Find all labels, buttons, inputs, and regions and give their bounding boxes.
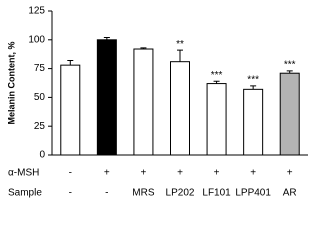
- row-cell: +: [104, 168, 110, 179]
- row-cell: +: [250, 168, 256, 179]
- error-bar: [103, 36, 110, 40]
- bar: [170, 61, 190, 156]
- bar: [60, 64, 81, 156]
- y-tick-label: 100: [28, 34, 45, 45]
- error-bar: [177, 49, 183, 62]
- bar: [133, 48, 154, 156]
- error-bar: [286, 70, 293, 74]
- bar: [206, 83, 227, 156]
- y-tick-label: 25: [34, 121, 46, 132]
- row-cell: +: [287, 168, 293, 179]
- y-tick-label: 75: [34, 63, 46, 74]
- error-bar: [213, 80, 220, 84]
- row-cell: +: [214, 168, 220, 179]
- significance-label: ***: [284, 60, 296, 71]
- row-cell: MRS: [132, 188, 155, 199]
- row-label: Sample: [8, 188, 42, 199]
- row-cell: -: [105, 188, 108, 199]
- significance-label: ***: [247, 75, 259, 86]
- row-cell: +: [141, 168, 147, 179]
- y-axis-label: Melanin Content, %: [6, 42, 16, 125]
- page: {"chart_data": {"type": "bar", "y_label"…: [6, 5, 308, 199]
- bar: [96, 39, 117, 156]
- row-label: α-MSH: [8, 168, 39, 179]
- y-tick-label: 50: [34, 92, 46, 103]
- bar: [243, 88, 264, 156]
- significance-label: **: [176, 39, 184, 50]
- y-tick-label: 125: [28, 6, 45, 17]
- error-bar: [140, 47, 147, 50]
- significance-label: ***: [211, 70, 223, 81]
- error-bar: [250, 85, 257, 90]
- row-cell: LPP401: [235, 188, 271, 199]
- bar: [279, 72, 300, 156]
- row-cell: +: [177, 168, 183, 179]
- row-cell: LP202: [166, 188, 195, 199]
- row-cell: -: [69, 168, 72, 179]
- row-cell: -: [69, 188, 72, 199]
- row-cell: LF101: [202, 188, 231, 199]
- row-cell: AR: [283, 188, 297, 199]
- error-bar: [67, 60, 74, 66]
- y-tick-label: 0: [39, 150, 45, 161]
